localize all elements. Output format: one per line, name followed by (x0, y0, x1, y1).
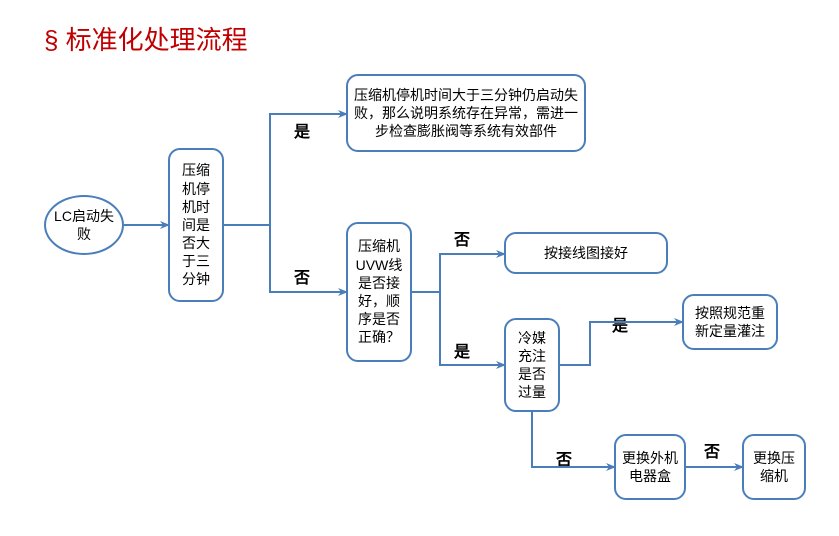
node-q-refrig-text: 冷媒充注是否过量 (512, 329, 552, 402)
node-r-box: 更换外机电器盒 (614, 434, 686, 500)
edge-label-5: 是 (612, 312, 628, 336)
node-r-stop-text: 压缩机停机时间大于三分钟仍启动失败，那么说明系统存在异常，需进一步检查膨胀阀等系… (354, 86, 578, 141)
edge-label-3: 否 (454, 226, 470, 250)
node-start: LC启动失败 (44, 195, 124, 255)
node-r-box-text: 更换外机电器盒 (622, 449, 678, 485)
edge-label-2: 否 (294, 264, 310, 288)
edge-label-7: 否 (704, 438, 720, 462)
node-r-comp-text: 更换压缩机 (750, 449, 798, 485)
node-r-wire: 按接线图接好 (504, 232, 668, 274)
edge-label-6: 否 (556, 446, 572, 470)
edge-label-1: 是 (294, 118, 310, 142)
node-start-text: LC启动失败 (52, 207, 116, 243)
node-r-refill-text: 按照规范重新定量灌注 (690, 304, 770, 340)
node-q-uvw-text: 压缩机UVW线是否接好，顺序是否正确？ (354, 237, 404, 346)
node-r-stop: 压缩机停机时间大于三分钟仍启动失败，那么说明系统存在异常，需进一步检查膨胀阀等系… (346, 74, 586, 152)
node-q-time-text: 压缩机停机时间是否大于三分钟 (176, 161, 216, 288)
node-r-refill: 按照规范重新定量灌注 (682, 294, 778, 350)
node-q-uvw: 压缩机UVW线是否接好，顺序是否正确？ (346, 222, 412, 362)
node-r-wire-text: 按接线图接好 (544, 244, 628, 262)
node-q-time: 压缩机停机时间是否大于三分钟 (168, 148, 224, 302)
node-r-comp: 更换压缩机 (742, 434, 806, 500)
page-title: § 标准化处理流程 (44, 20, 248, 57)
node-q-refrig: 冷媒充注是否过量 (504, 318, 560, 412)
edge-label-4: 是 (454, 338, 470, 362)
